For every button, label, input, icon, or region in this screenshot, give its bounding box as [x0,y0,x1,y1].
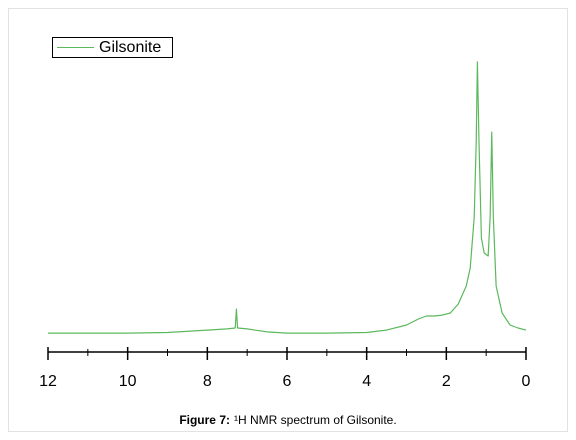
legend: Gilsonite [52,37,173,58]
legend-label: Gilsonite [99,39,161,56]
x-tick-label: 8 [203,373,212,390]
spectrum-line [48,61,527,334]
figure-border [8,8,568,432]
x-tick-label: 2 [442,373,451,390]
x-tick-label: 10 [119,373,137,390]
caption-text: ¹H NMR spectrum of Gilsonite. [234,413,397,427]
x-tick-label: 0 [522,373,531,390]
x-tick-label: 12 [39,373,57,390]
caption: Figure 7: ¹H NMR spectrum of Gilsonite. [179,413,396,427]
legend-box [52,37,173,58]
caption-label: Figure 7: [179,413,230,427]
x-tick-label: 6 [283,373,292,390]
x-tick-label: 4 [362,373,371,390]
